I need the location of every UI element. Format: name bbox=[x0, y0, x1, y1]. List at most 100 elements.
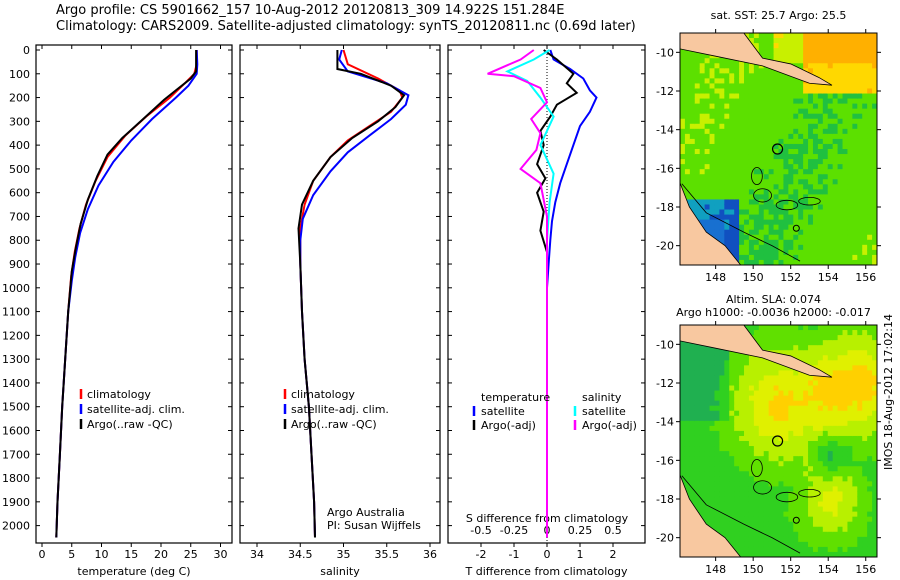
map-cell bbox=[680, 83, 686, 90]
map-cell bbox=[862, 53, 868, 59]
map-cell bbox=[822, 430, 829, 437]
map-cell bbox=[714, 410, 720, 417]
map-cell bbox=[689, 400, 696, 407]
map-cell bbox=[724, 526, 730, 533]
map-cell bbox=[753, 259, 760, 265]
map-cell bbox=[699, 365, 706, 371]
x-axis-label: T difference from climatology bbox=[465, 565, 628, 578]
map-cell bbox=[694, 123, 701, 130]
map-cell bbox=[847, 335, 853, 341]
map-cell bbox=[862, 380, 868, 387]
map-cell bbox=[783, 53, 789, 59]
map-cell bbox=[793, 214, 799, 221]
map-cell bbox=[709, 83, 716, 90]
map-cell bbox=[852, 154, 858, 160]
map-cell bbox=[734, 521, 740, 528]
map-cell bbox=[827, 93, 834, 100]
map-cell bbox=[748, 93, 755, 100]
lat-tick-label: -10 bbox=[656, 46, 674, 59]
map-cell bbox=[763, 118, 770, 125]
series-line-s-satellite bbox=[505, 49, 555, 538]
map-cell bbox=[837, 209, 844, 216]
map-cell bbox=[857, 400, 863, 407]
map-cell bbox=[739, 360, 745, 366]
map-cell bbox=[862, 43, 868, 49]
map-cell bbox=[872, 249, 877, 256]
map-cell bbox=[862, 345, 868, 351]
map-cell bbox=[739, 410, 745, 417]
map-cell bbox=[832, 53, 839, 59]
map-cell bbox=[867, 345, 873, 351]
map-cell bbox=[852, 546, 858, 553]
map-cell bbox=[798, 58, 804, 64]
map-cell bbox=[803, 345, 809, 351]
map-cell bbox=[808, 415, 814, 422]
map-cell bbox=[847, 531, 853, 538]
map-cell bbox=[872, 244, 877, 251]
map-cell bbox=[862, 476, 868, 482]
map-cell bbox=[822, 184, 829, 190]
map-cell bbox=[832, 164, 839, 170]
map-cell bbox=[739, 229, 745, 236]
map-cell bbox=[852, 340, 858, 346]
map-cell bbox=[763, 169, 770, 175]
map-cell bbox=[714, 476, 720, 482]
map-cell bbox=[778, 435, 785, 442]
map-cell bbox=[857, 370, 863, 377]
map-cell bbox=[778, 43, 785, 49]
map-cell bbox=[857, 244, 863, 251]
map-cell bbox=[758, 471, 765, 477]
map-cell bbox=[768, 360, 775, 366]
map-cell bbox=[817, 98, 824, 105]
map-cell bbox=[852, 179, 858, 185]
map-cell bbox=[783, 350, 789, 356]
map-cell bbox=[680, 385, 686, 392]
map-cell bbox=[808, 63, 814, 69]
map-cell bbox=[753, 38, 760, 44]
map-cell bbox=[862, 461, 868, 467]
map-cell bbox=[719, 78, 725, 85]
map-cell bbox=[793, 234, 799, 241]
map-cell bbox=[763, 179, 770, 185]
map-cell bbox=[793, 526, 799, 533]
map-cell bbox=[763, 456, 770, 462]
map-cell bbox=[817, 355, 824, 361]
map-cell bbox=[793, 531, 799, 538]
map-cell bbox=[744, 430, 750, 437]
map-cell bbox=[783, 219, 789, 226]
map-cell bbox=[837, 365, 844, 371]
map-cell bbox=[837, 249, 844, 256]
map-cell bbox=[832, 415, 839, 422]
map-cell bbox=[719, 83, 725, 90]
map-cell bbox=[689, 154, 696, 160]
map-cell bbox=[812, 390, 819, 397]
map-cell bbox=[684, 481, 691, 487]
map-cell bbox=[684, 108, 691, 115]
map-cell bbox=[808, 380, 814, 387]
map-cell bbox=[862, 420, 868, 427]
map-cell bbox=[714, 179, 720, 185]
map-cell bbox=[842, 536, 849, 543]
map-cell bbox=[753, 496, 760, 503]
map-cell bbox=[724, 456, 730, 462]
map-cell bbox=[837, 466, 844, 472]
map-cell bbox=[812, 435, 819, 442]
map-cell bbox=[763, 471, 770, 477]
map-cell bbox=[699, 511, 706, 518]
map-cell bbox=[847, 249, 853, 256]
map-cell bbox=[847, 214, 853, 221]
map-cell bbox=[857, 516, 863, 523]
map-cell bbox=[763, 496, 770, 503]
map-cell bbox=[758, 123, 765, 130]
series-line-satellite-adj-clim- bbox=[299, 49, 410, 538]
legend-label: satellite-adj. clim. bbox=[87, 403, 185, 416]
map-cell bbox=[872, 48, 877, 54]
map-cell bbox=[689, 149, 696, 155]
map-cell bbox=[817, 224, 824, 231]
map-cell bbox=[867, 360, 873, 366]
map-cell bbox=[753, 481, 760, 487]
map-cell bbox=[748, 143, 755, 150]
map-cell bbox=[739, 511, 745, 518]
map-cell bbox=[709, 375, 716, 382]
map-cell bbox=[763, 430, 770, 437]
